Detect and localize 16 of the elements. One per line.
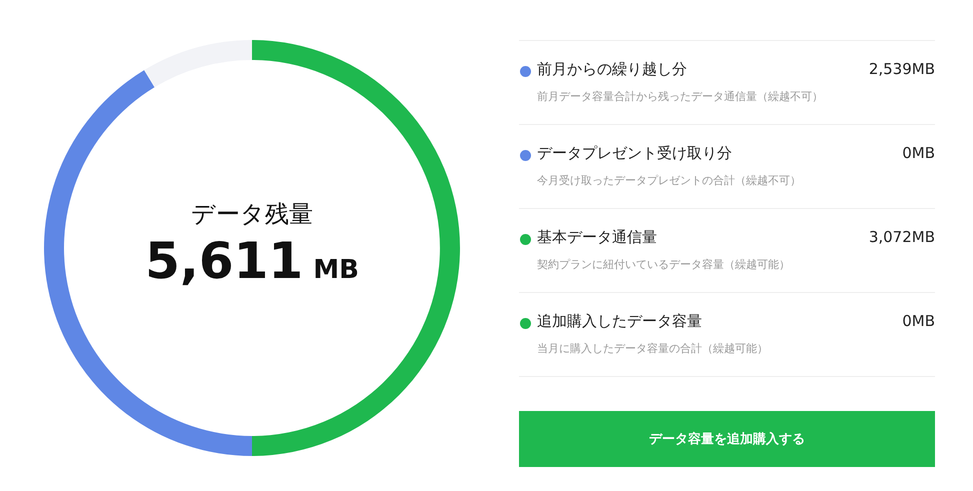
text: データ残量 (191, 199, 313, 230)
legend-label: データプレゼント受け取り分 (537, 144, 732, 163)
legend-label: 前月からの繰り越し分 (537, 60, 687, 79)
purchase-button[interactable]: データ容量を追加購入する (519, 411, 935, 467)
text: 5,611 MB (145, 232, 359, 290)
text: 0MB (902, 312, 935, 330)
legend-label: 基本データ通信量 (537, 228, 657, 247)
legend-label: 追加購入したデータ容量 (537, 312, 702, 331)
donut-slice (144, 40, 252, 88)
data-label: 3,072MB (868, 228, 935, 246)
text: 前月データ容量合計から残ったデータ通信量（繰越不可） (537, 89, 823, 104)
text: 当月に購入したデータ容量の合計（繰越可能） (537, 341, 768, 356)
text: 0MB (902, 144, 935, 162)
text: 契約プランに紐付いているデータ容量（繰越可能） (537, 257, 790, 272)
data-label: 2,539MB (868, 60, 935, 78)
text: 今月受け取ったデータプレゼントの合計（繰越不可） (537, 173, 801, 188)
